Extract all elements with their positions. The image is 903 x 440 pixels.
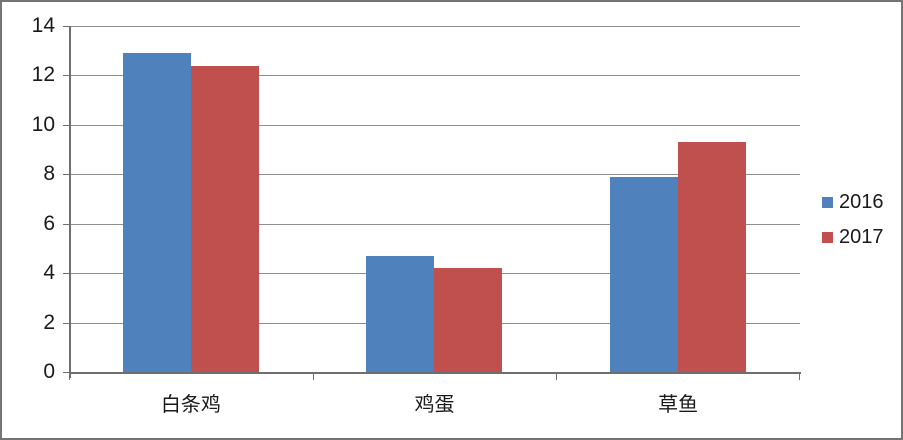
x-axis-category-label: 鸡蛋 bbox=[414, 394, 455, 416]
bar-2016-cat2 bbox=[610, 176, 679, 372]
x-axis-category-label: 白条鸡 bbox=[160, 394, 221, 416]
y-axis-tick bbox=[63, 223, 69, 225]
x-axis-tick bbox=[799, 374, 800, 380]
category-group-2 bbox=[556, 26, 800, 372]
legend-label: 2017 bbox=[839, 226, 884, 248]
y-axis-tick bbox=[63, 75, 69, 77]
x-axis-tick bbox=[69, 374, 70, 380]
bar-2017-cat1 bbox=[434, 268, 503, 372]
category-group-0 bbox=[69, 26, 313, 372]
legend-swatch-icon bbox=[822, 232, 833, 243]
y-axis-tick-label: 0 bbox=[43, 360, 55, 383]
y-axis-tick bbox=[63, 26, 69, 27]
plot-area bbox=[69, 26, 800, 372]
x-axis-category-label: 草鱼 bbox=[658, 394, 699, 416]
gridline-12 bbox=[69, 75, 800, 77]
y-axis-tick-label: 4 bbox=[43, 261, 55, 285]
gridline-14 bbox=[69, 26, 800, 27]
x-axis-line bbox=[69, 372, 801, 374]
bar-2017-cat2 bbox=[678, 142, 747, 372]
y-axis-tick bbox=[63, 273, 69, 275]
y-axis-tick-label: 12 bbox=[31, 63, 55, 87]
legend-item-2017: 2017 bbox=[822, 226, 884, 249]
legend: 2016 2017 bbox=[822, 191, 884, 261]
legend-label: 2016 bbox=[839, 191, 884, 213]
gridline-8 bbox=[69, 174, 800, 176]
bar-2016-cat0 bbox=[122, 53, 191, 372]
bar-2016-cat1 bbox=[366, 255, 435, 372]
x-axis-tick bbox=[312, 374, 314, 380]
y-axis-tick-label: 6 bbox=[43, 211, 55, 235]
gridline-10 bbox=[69, 124, 800, 126]
y-axis-line bbox=[69, 26, 71, 378]
y-axis-tick bbox=[63, 372, 69, 373]
legend-swatch-icon bbox=[822, 197, 833, 208]
bar-2017-cat0 bbox=[190, 65, 259, 372]
y-axis-tick-label: 10 bbox=[31, 112, 55, 136]
y-axis-tick bbox=[63, 322, 69, 324]
y-axis-tick-label: 14 bbox=[31, 14, 55, 37]
x-axis-tick bbox=[556, 374, 558, 380]
y-axis-tick-label: 8 bbox=[43, 162, 55, 186]
y-axis-tick-label: 2 bbox=[43, 310, 55, 334]
gridline-6 bbox=[69, 223, 800, 225]
y-axis-tick bbox=[63, 174, 69, 176]
legend-item-2016: 2016 bbox=[822, 191, 884, 214]
category-group-1 bbox=[313, 26, 557, 372]
y-axis-tick bbox=[63, 124, 69, 126]
